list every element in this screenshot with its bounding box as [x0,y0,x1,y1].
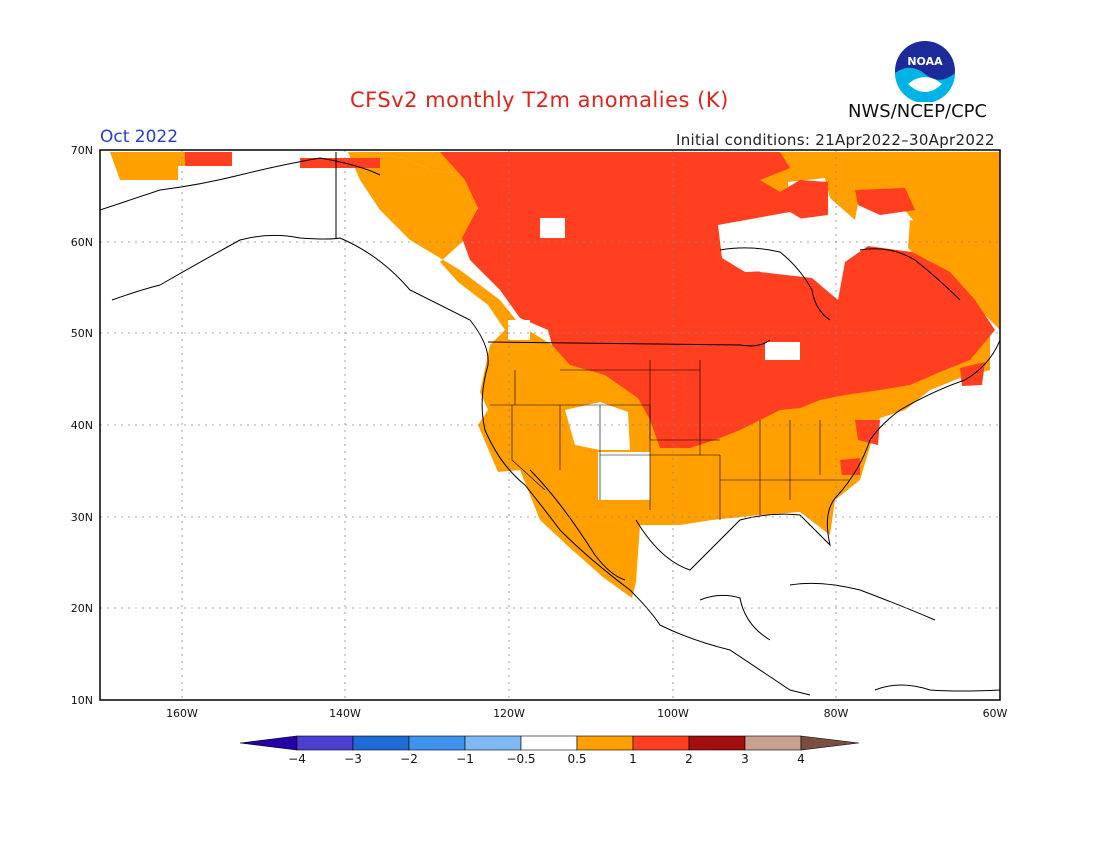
anomaly-red-region [185,152,995,475]
lat-label: 30N [71,511,93,524]
legend-swatch [352,735,410,751]
legend-tick: 1 [629,752,637,766]
lat-label: 10N [71,694,93,707]
legend-tick: −0.5 [506,752,535,766]
graticule [100,150,1000,700]
legend-tick: −3 [344,752,362,766]
legend-tick-labels: −4 −3 −2 −1 −0.5 0.5 1 2 3 4 [288,752,805,766]
near-normal-region [508,212,820,500]
lat-label: 70N [71,144,93,157]
lon-label: 100W [657,707,689,720]
map-frame [99,149,1001,701]
longitude-axis: 160W 140W 120W 100W 80W 60W [166,707,1007,720]
latitude-axis: 70N 60N 50N 40N 30N 20N 10N [71,144,93,707]
legend-swatch [464,735,522,751]
legend-swatch [408,735,466,751]
forecast-month: Oct 2022 [100,127,179,147]
legend-tick: −4 [288,752,306,766]
lat-label: 20N [71,602,93,615]
logo-text: NOAA [907,55,943,68]
lon-label: 140W [329,707,361,720]
legend-tick: −1 [456,752,474,766]
legend-arrow-high [800,735,860,751]
lat-label: 50N [71,327,93,340]
legend-swatch [688,735,746,751]
noaa-logo: NOAA [895,41,955,102]
coastlines [100,152,1000,696]
lon-label: 60W [983,707,1008,720]
legend-swatch [632,735,690,751]
legend-tick: −2 [400,752,418,766]
lon-label: 80W [824,707,849,720]
agency-label: NWS/NCEP/CPC [848,101,988,122]
legend-swatch [520,735,578,751]
map-title: CFSv2 monthly T2m anomalies (K) [350,88,729,112]
legend-swatch [744,735,802,751]
lon-label: 120W [493,707,525,720]
lat-label: 40N [71,419,93,432]
initial-conditions: Initial conditions: 21Apr2022–30Apr2022 [676,131,995,149]
legend-swatch [296,735,354,751]
legend-tick: 4 [797,752,805,766]
legend-color-bar [239,735,860,751]
legend-tick: 0.5 [567,752,586,766]
lon-label: 160W [166,707,198,720]
legend-tick: 2 [685,752,693,766]
legend-swatch [576,735,634,751]
state-borders [490,360,850,520]
legend-arrow-low [239,735,298,751]
lat-label: 60N [71,236,93,249]
legend-tick: 3 [741,752,749,766]
